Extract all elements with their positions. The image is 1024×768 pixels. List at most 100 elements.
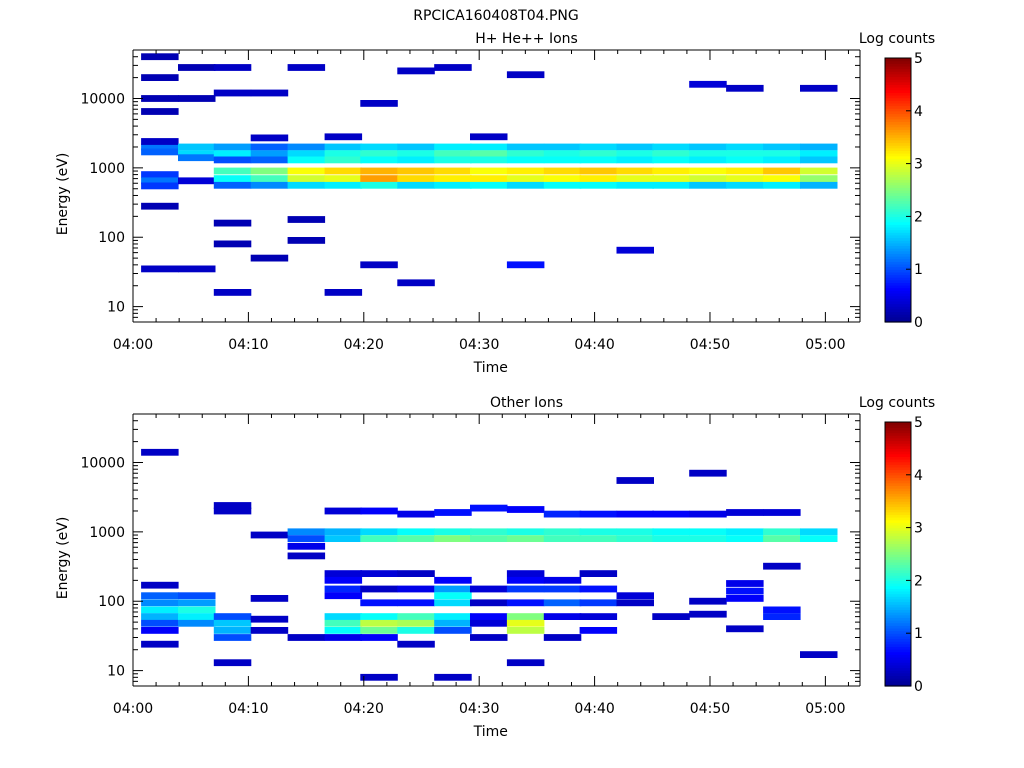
- heatmap-cell: [397, 67, 435, 75]
- heatmap-cell: [324, 289, 363, 296]
- colorbar-swatch: [885, 567, 911, 571]
- heatmap-cell: [689, 143, 727, 151]
- heatmap-cell: [689, 469, 727, 477]
- heatmap-cell: [652, 613, 690, 620]
- colorbar-swatch: [885, 229, 911, 233]
- colorbar-swatch: [885, 105, 911, 109]
- heatmap-cell: [360, 627, 398, 634]
- heatmap-cell: [689, 510, 727, 518]
- colorbar-swatch: [885, 279, 911, 283]
- heatmap-cell: [506, 261, 545, 269]
- heatmap-cell: [470, 175, 508, 182]
- colorbar-swatch: [885, 590, 911, 595]
- colorbar-swatch: [885, 643, 911, 647]
- colorbar-swatch: [885, 448, 911, 452]
- heatmap-cell: [800, 175, 838, 182]
- heatmap-cell: [141, 599, 179, 607]
- x-tick-label: 04:40: [574, 701, 614, 717]
- colorbar-tick-label: 0: [914, 679, 923, 695]
- heatmap-cell: [763, 150, 801, 158]
- heatmap-cell: [324, 634, 363, 641]
- heatmap-cell: [726, 150, 764, 158]
- heatmap-cell: [470, 150, 508, 158]
- colorbar-swatch: [885, 437, 911, 442]
- heatmap-cell: [324, 133, 363, 141]
- heatmap-cell: [506, 167, 545, 175]
- heatmap-cell: [250, 89, 289, 97]
- heatmap-cell: [141, 53, 179, 61]
- heatmap-cell: [579, 510, 618, 518]
- heatmap-cell: [579, 613, 618, 620]
- colorbar-swatch: [885, 163, 911, 167]
- heatmap-cell: [178, 154, 216, 162]
- heatmap-cell: [543, 143, 582, 151]
- heatmap-cell: [213, 156, 252, 164]
- colorbar-swatch: [885, 168, 911, 173]
- colorbar-swatch: [885, 303, 911, 307]
- heatmap-cell: [324, 613, 363, 620]
- colorbar-swatch: [885, 514, 911, 518]
- heatmap-cell: [397, 627, 435, 634]
- colorbar-tick-label: 1: [914, 626, 923, 642]
- colorbar-swatch: [885, 675, 911, 679]
- heatmap-cell: [434, 613, 472, 620]
- heatmap-cell: [178, 95, 216, 102]
- heatmap-cell: [434, 150, 472, 158]
- heatmap-cell: [763, 143, 801, 151]
- heatmap-cell: [360, 175, 398, 182]
- colorbar-swatch: [885, 174, 911, 178]
- heatmap-cell: [397, 640, 435, 648]
- colorbar-swatch: [885, 445, 911, 449]
- colorbar-swatch: [885, 295, 911, 299]
- x-tick-label: 04:00: [113, 701, 153, 717]
- heatmap-cell: [800, 181, 838, 189]
- heatmap-cell: [287, 528, 326, 536]
- colorbar-swatch: [885, 617, 911, 621]
- colorbar-tick-label: 0: [914, 315, 923, 331]
- heatmap-cell: [689, 175, 727, 182]
- colorbar-swatch: [885, 641, 911, 645]
- panels: H+ He++ Ions 04:00 04:10 04:20 04:30 04:40 04:…: [55, 31, 935, 740]
- heatmap-cell: [360, 100, 398, 107]
- heatmap-cell: [652, 143, 690, 151]
- heatmap-cell: [652, 510, 690, 518]
- heatmap-cell: [213, 150, 252, 158]
- colorbar-swatch: [885, 139, 911, 144]
- heatmap-cell: [250, 143, 289, 151]
- heatmap-cell: [250, 254, 289, 262]
- heatmap-cell: [579, 181, 618, 189]
- heatmap-cell: [763, 167, 801, 175]
- heatmap-cell: [763, 156, 801, 164]
- heatmap-cell: [506, 181, 545, 189]
- heatmap-cells: [141, 448, 838, 681]
- colorbar-swatch: [885, 71, 911, 75]
- heatmap-cell: [360, 599, 398, 607]
- heatmap-cell: [141, 202, 179, 210]
- heatmap-cell: [506, 570, 545, 577]
- colorbar-label: Log counts: [859, 395, 935, 411]
- heatmap-cell: [543, 634, 582, 641]
- heatmap-cell: [434, 673, 472, 681]
- colorbar-tick-label: 3: [914, 521, 923, 537]
- colorbar-swatch: [885, 546, 911, 550]
- colorbar-swatch: [885, 424, 911, 428]
- heatmap-cell: [470, 585, 508, 593]
- heatmap-cell: [616, 156, 654, 164]
- colorbar-swatch: [885, 503, 911, 508]
- heatmap-cell: [360, 156, 398, 164]
- colorbar-swatch: [885, 195, 911, 199]
- colorbar-swatch: [885, 522, 911, 526]
- heatmap-cell: [689, 167, 727, 175]
- heatmap-cell: [470, 181, 508, 189]
- colorbar-swatch: [885, 158, 911, 162]
- colorbar-swatch: [885, 213, 911, 217]
- colorbar-swatch: [885, 593, 911, 597]
- colorbar-swatch: [885, 192, 911, 196]
- heatmap-cell: [397, 143, 435, 151]
- heatmap-cell: [250, 167, 289, 175]
- colorbar-swatch: [885, 269, 911, 273]
- x-axis-label: Time: [473, 724, 508, 740]
- colorbar-swatch: [885, 469, 911, 473]
- heatmap-cell: [360, 535, 398, 542]
- heatmap-cell: [470, 167, 508, 175]
